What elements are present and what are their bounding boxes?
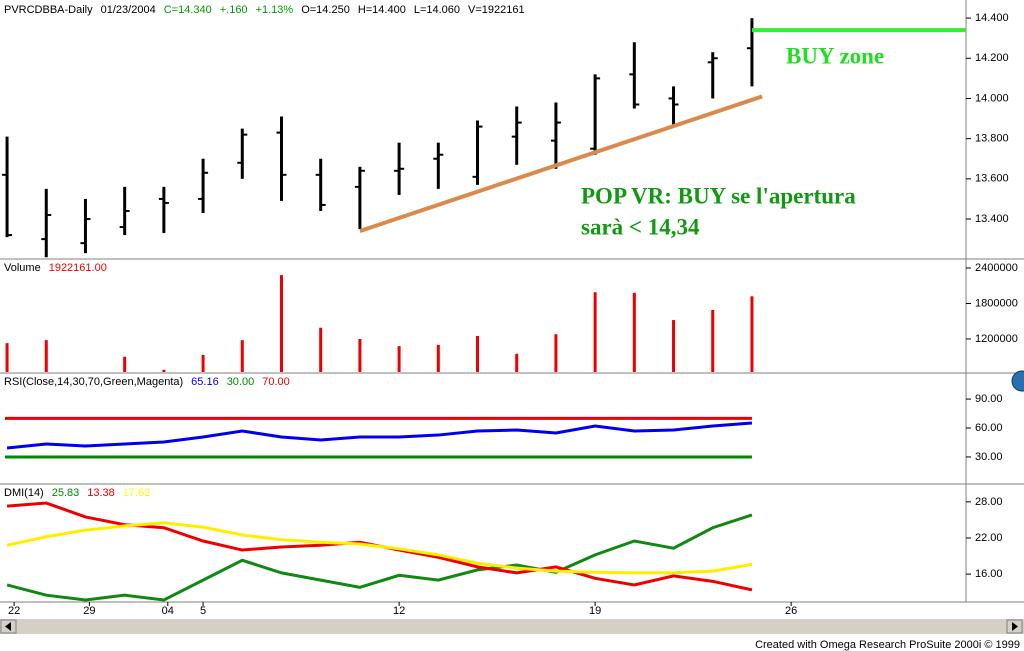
panel-label: 65.16: [191, 376, 219, 388]
header-item: O=14.250: [301, 4, 350, 16]
volume-bar: [750, 296, 754, 372]
y-tick-label: 30.00: [975, 451, 1003, 463]
y-tick-label: 14.200: [975, 52, 1009, 64]
x-tick-label: 26: [785, 605, 797, 617]
panel-label: 25.83: [52, 487, 80, 499]
x-tick-label: 5: [200, 605, 206, 617]
volume-bar: [358, 338, 362, 372]
volume-bar: [201, 354, 205, 372]
header-item: PVRCDBBA-Daily: [4, 4, 93, 16]
x-tick-label: 12: [393, 605, 405, 617]
header-item: +.160: [220, 4, 248, 16]
y-tick-label: 22.00: [975, 532, 1003, 544]
indicator-line: [6, 421, 753, 450]
volume-bar: [476, 336, 480, 372]
y-tick-label: 1200000: [975, 333, 1018, 345]
panel-label: 17.62: [123, 487, 151, 499]
scrollbar[interactable]: [0, 619, 1024, 634]
y-tick-label: 14.400: [975, 12, 1009, 24]
volume-bar: [5, 343, 9, 372]
header-item: +1.13%: [256, 4, 294, 16]
y-tick-label: 1800000: [975, 297, 1018, 309]
y-tick-label: 13.800: [975, 133, 1009, 145]
indicator-line: [6, 513, 753, 602]
panel-label: Volume: [4, 262, 41, 274]
volume-bar: [279, 275, 283, 372]
y-tick-label: 28.00: [975, 496, 1003, 508]
volume-bar: [672, 320, 676, 372]
x-tick-label: 29: [83, 605, 95, 617]
header-item: H=14.400: [358, 4, 406, 16]
volume-bar: [711, 309, 715, 372]
panel-label: 30.00: [227, 376, 255, 388]
y-tick-label: 13.600: [975, 173, 1009, 185]
volume-bar: [632, 292, 636, 372]
volume-bar: [554, 334, 558, 372]
indicator-line: [6, 521, 753, 575]
header-item: V=1922161: [468, 4, 525, 16]
header-item: 01/23/2004: [101, 4, 156, 16]
x-tick-label: 04: [162, 605, 174, 617]
y-tick-label: 14.000: [975, 92, 1009, 104]
y-tick-label: 60.00: [975, 422, 1003, 434]
scroll-right-arrow: [1012, 622, 1018, 631]
annotation: sarà < 14,34: [581, 214, 700, 239]
volume-bar: [162, 369, 166, 372]
y-tick-label: 2400000: [975, 262, 1018, 274]
annotation: POP VR: BUY se l'apertura: [581, 183, 856, 208]
annotation: BUY zone: [786, 43, 884, 68]
panel-label: 70.00: [262, 376, 290, 388]
globe-icon[interactable]: [1011, 370, 1024, 392]
volume-bar: [436, 344, 440, 372]
panel-label: DMI(14): [4, 487, 44, 499]
volume-bar: [319, 327, 323, 372]
volume-bar: [240, 340, 244, 372]
panel-label: RSI(Close,14,30,70,Green,Magenta): [4, 376, 183, 388]
x-tick-label: 22: [8, 605, 20, 617]
header-item: L=14.060: [414, 4, 460, 16]
volume-bar: [397, 346, 401, 372]
volume-bar: [515, 353, 519, 372]
y-tick-label: 13.400: [975, 213, 1009, 225]
trendline: [359, 94, 763, 233]
volume-bar: [44, 340, 48, 372]
x-tick-label: 19: [589, 605, 601, 617]
header-item: C=14.340: [164, 4, 212, 16]
footer-text: Created with Omega Research ProSuite 200…: [755, 639, 1020, 651]
panel-label: 13.38: [87, 487, 115, 499]
volume-bar: [593, 292, 597, 372]
volume-bar: [123, 356, 127, 372]
y-tick-label: 90.00: [975, 393, 1003, 405]
scroll-left-arrow: [5, 622, 11, 631]
panel-label: 1922161.00: [49, 262, 107, 274]
y-tick-label: 16.00: [975, 568, 1003, 580]
